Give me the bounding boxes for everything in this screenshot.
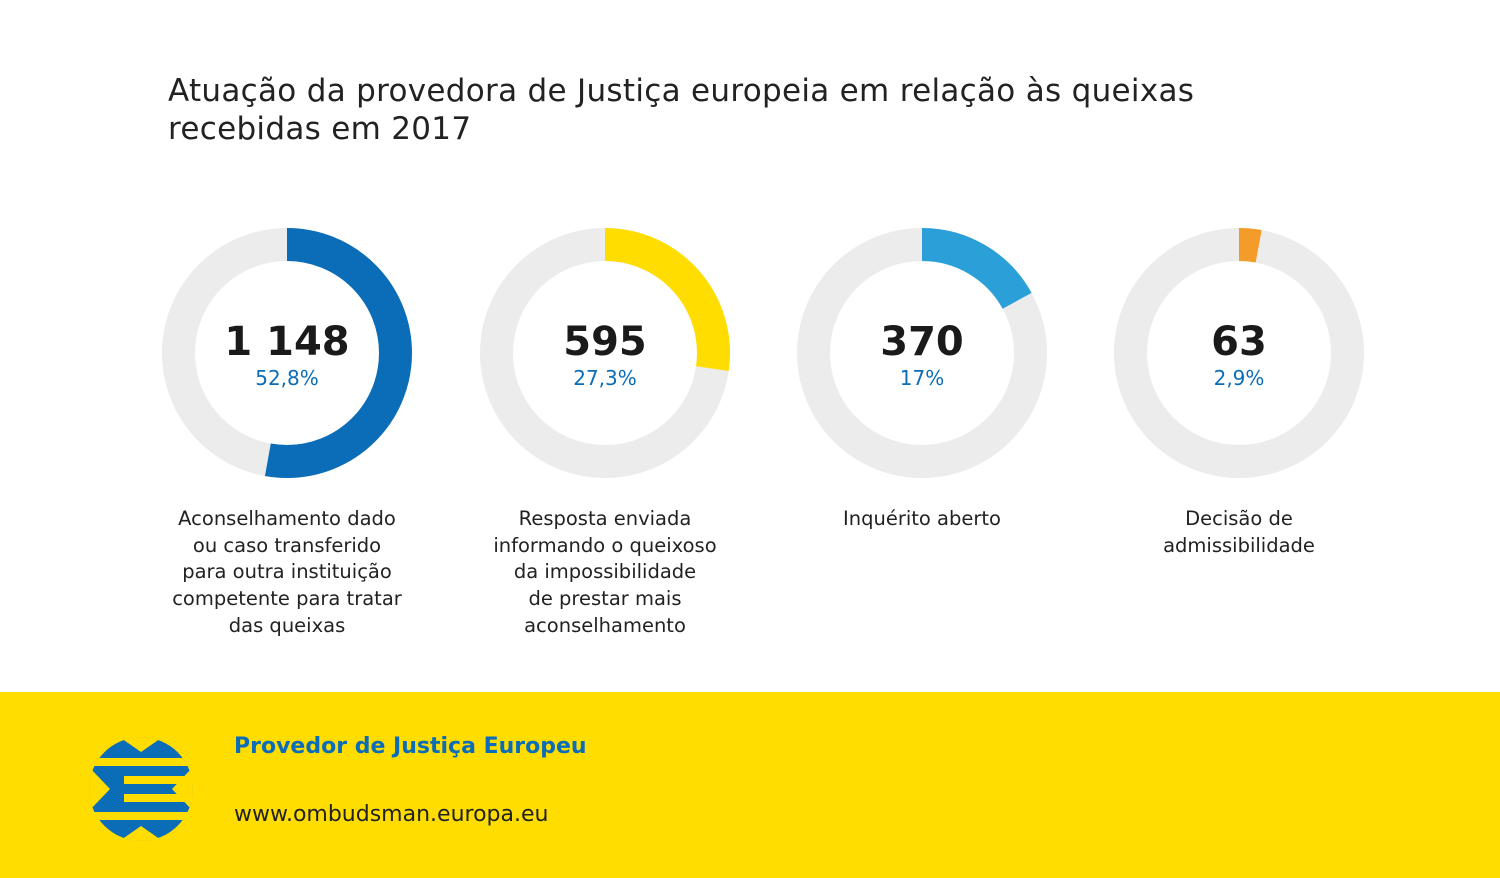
donut-value-4: 63 — [1211, 319, 1267, 365]
donut-svg-1 — [162, 228, 412, 478]
footer: Provedor de Justiça Europeu www.ombudsma… — [0, 692, 1500, 878]
donut-percent-1: 52,8% — [255, 366, 319, 390]
donut-segment-4 — [1114, 228, 1364, 478]
donut-svg-2 — [480, 228, 730, 478]
donut-percent-2: 27,3% — [573, 366, 637, 390]
donut-value-3: 370 — [880, 319, 964, 365]
donut-segment-1 — [162, 228, 412, 478]
donut-percent-3: 17% — [899, 366, 945, 390]
organization-name: Provedor de Justiça Europeu — [234, 734, 587, 759]
donut-svg-4 — [1114, 228, 1364, 478]
donut-3: 370 17% — [797, 228, 1047, 480]
donut-segment-2 — [480, 228, 730, 478]
donut-1: 1 148 52,8% — [162, 228, 412, 480]
chart-title: Atuação da provedora de Justiça europeia… — [168, 72, 1288, 148]
donut-label-3: Inquérito aberto — [843, 507, 1001, 530]
donut-2: 595 27,3% — [480, 228, 730, 480]
chart-title-line-1: Atuação da provedora de Justiça europeia… — [168, 73, 1195, 109]
donut-segment-3 — [797, 228, 1047, 478]
donut-label-4: Decisão de admissibilidade — [1163, 507, 1315, 557]
donut-label-2: Resposta enviada informando o queixoso d… — [493, 507, 717, 637]
donut-svg-3 — [797, 228, 1047, 478]
website-link[interactable]: www.ombudsman.europa.eu — [234, 802, 549, 827]
chart-title-line-2: recebidas em 2017 — [168, 111, 472, 147]
donut-value-1: 1 148 — [224, 319, 350, 365]
donut-value-2: 595 — [563, 319, 647, 365]
ombudsman-logo-icon — [89, 737, 193, 841]
donut-4: 63 2,9% — [1114, 228, 1364, 480]
donut-label-1: Aconselhamento dado ou caso transferido … — [172, 507, 402, 637]
donut-percent-4: 2,9% — [1213, 366, 1265, 390]
